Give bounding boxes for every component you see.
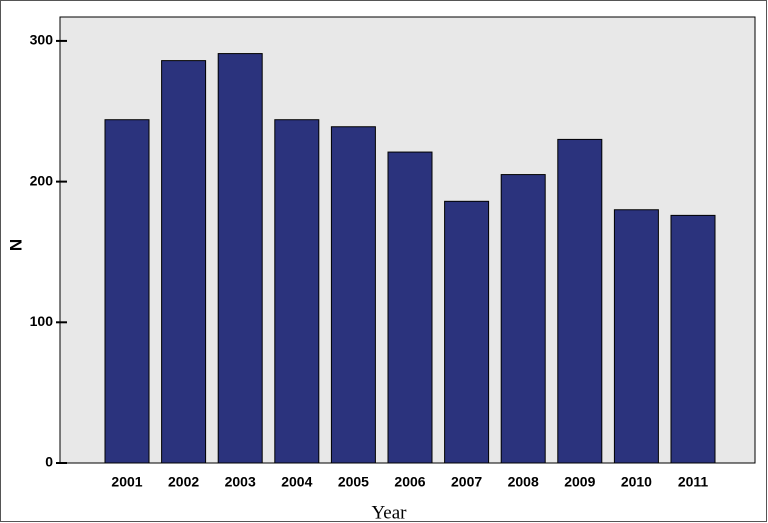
x-tick-label: 2008 [508, 474, 539, 490]
y-tick-label: 100 [30, 313, 54, 329]
y-tick-label: 300 [30, 32, 54, 48]
bar [161, 60, 207, 464]
bar [274, 119, 320, 464]
x-tick-label: 2001 [111, 474, 142, 490]
bar [217, 53, 263, 464]
x-tick-label: 2005 [338, 474, 369, 490]
y-axis-label: N [6, 239, 25, 251]
x-tick-label: 2006 [394, 474, 425, 490]
bar [444, 200, 490, 464]
x-tick-label: 2003 [225, 474, 256, 490]
bar [387, 151, 433, 464]
x-tick-label: 2004 [281, 474, 312, 490]
bar [557, 138, 603, 464]
y-tick-label: 200 [30, 172, 54, 188]
x-tick-label: 2010 [621, 474, 652, 490]
bar [500, 174, 546, 464]
bar [670, 214, 716, 464]
bar [613, 209, 659, 464]
x-tick-label: 2011 [678, 474, 709, 490]
bar [330, 126, 376, 464]
x-tick-label: 2007 [451, 474, 482, 490]
x-tick-label: 2009 [564, 474, 595, 490]
y-tick-label: 0 [45, 454, 53, 470]
x-axis-label: Year [371, 502, 407, 523]
bar [104, 119, 150, 464]
x-tick-label: 2002 [168, 474, 199, 490]
